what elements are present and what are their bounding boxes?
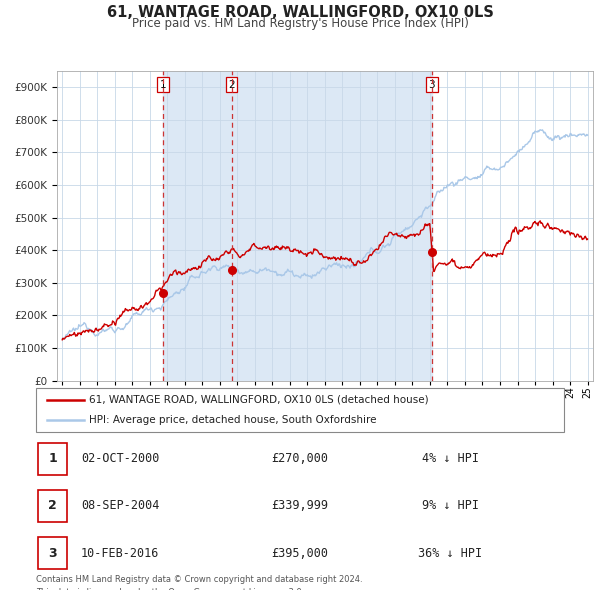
Text: 02-OCT-2000: 02-OCT-2000 xyxy=(81,452,159,466)
Text: 9% ↓ HPI: 9% ↓ HPI xyxy=(421,499,479,513)
Text: £270,000: £270,000 xyxy=(271,452,329,466)
Text: 08-SEP-2004: 08-SEP-2004 xyxy=(81,499,159,513)
Text: HPI: Average price, detached house, South Oxfordshire: HPI: Average price, detached house, Sout… xyxy=(89,415,376,425)
FancyBboxPatch shape xyxy=(38,442,67,475)
Text: 10-FEB-2016: 10-FEB-2016 xyxy=(81,546,159,560)
Text: 61, WANTAGE ROAD, WALLINGFORD, OX10 0LS: 61, WANTAGE ROAD, WALLINGFORD, OX10 0LS xyxy=(107,5,493,20)
Bar xyxy=(163,71,432,381)
Text: 2: 2 xyxy=(48,499,57,513)
FancyBboxPatch shape xyxy=(38,490,67,522)
Text: Contains HM Land Registry data © Crown copyright and database right 2024.: Contains HM Land Registry data © Crown c… xyxy=(36,575,362,584)
Text: 4% ↓ HPI: 4% ↓ HPI xyxy=(421,452,479,466)
FancyBboxPatch shape xyxy=(38,537,67,569)
Text: 61, WANTAGE ROAD, WALLINGFORD, OX10 0LS (detached house): 61, WANTAGE ROAD, WALLINGFORD, OX10 0LS … xyxy=(89,395,428,405)
Text: £339,999: £339,999 xyxy=(271,499,329,513)
Text: This data is licensed under the Open Government Licence v3.0.: This data is licensed under the Open Gov… xyxy=(36,588,304,590)
Text: 3: 3 xyxy=(48,546,57,560)
Text: 1: 1 xyxy=(48,452,57,466)
FancyBboxPatch shape xyxy=(36,388,564,432)
Text: Price paid vs. HM Land Registry's House Price Index (HPI): Price paid vs. HM Land Registry's House … xyxy=(131,17,469,30)
Text: 3: 3 xyxy=(428,80,435,90)
Text: £395,000: £395,000 xyxy=(271,546,329,560)
Text: 36% ↓ HPI: 36% ↓ HPI xyxy=(418,546,482,560)
Text: 2: 2 xyxy=(228,80,235,90)
Text: 1: 1 xyxy=(160,80,166,90)
